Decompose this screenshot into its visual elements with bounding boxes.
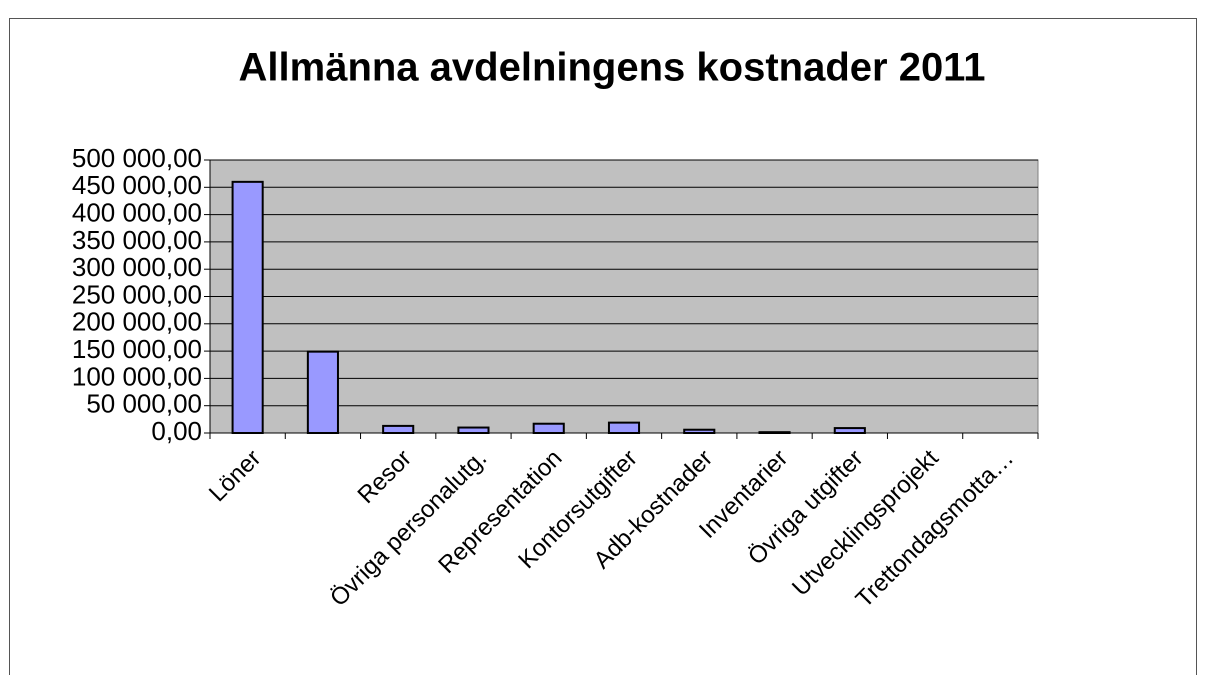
bar — [833, 427, 866, 434]
bar — [532, 422, 565, 434]
y-tick-label: 200 000,00 — [72, 307, 202, 337]
y-tick-label: 0,00 — [151, 416, 202, 446]
y-tick-label: 300 000,00 — [72, 252, 202, 282]
bar — [382, 424, 415, 435]
bar — [457, 426, 490, 435]
y-tick-label: 50 000,00 — [86, 389, 202, 419]
chart-title: Allmänna avdelningens kostnader 2011 — [239, 46, 986, 90]
y-tick-label: 150 000,00 — [72, 334, 202, 364]
y-tick-label: 450 000,00 — [72, 170, 202, 200]
bar — [306, 350, 339, 434]
bar — [607, 421, 641, 435]
bar — [683, 428, 716, 434]
y-tick-label: 350 000,00 — [72, 225, 202, 255]
y-tick-label: 400 000,00 — [72, 197, 202, 227]
bar — [758, 431, 791, 434]
y-tick-label: 100 000,00 — [72, 361, 202, 391]
y-tick-label: 500 000,00 — [72, 143, 202, 173]
y-tick-label: 250 000,00 — [72, 279, 202, 309]
bar — [231, 180, 264, 434]
